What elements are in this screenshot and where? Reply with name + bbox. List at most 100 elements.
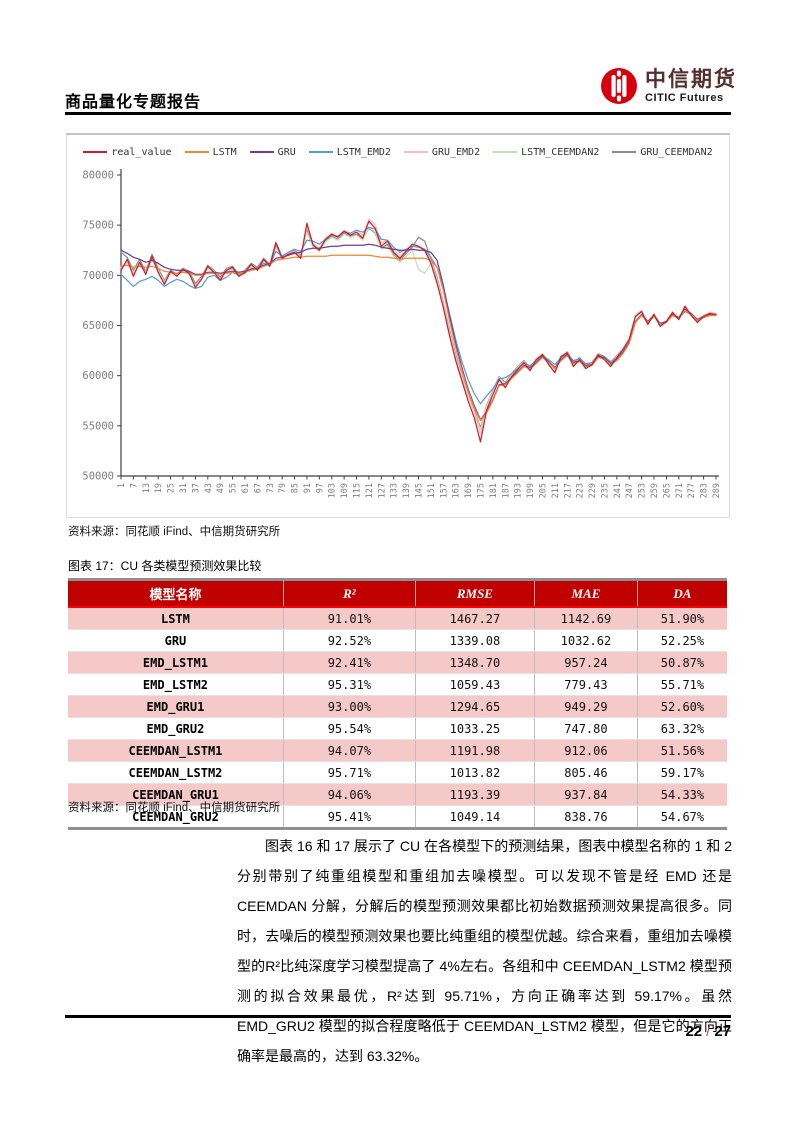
metric-value-cell: 949.29 xyxy=(534,695,638,718)
metric-value-cell: 1049.14 xyxy=(415,805,535,829)
chart-source-note: 资料来源：同花顺 iFind、中信期货研究所 xyxy=(68,526,281,538)
legend-item-LSTM_CEEMDAN2: LSTM_CEEMDAN2 xyxy=(493,147,599,158)
x-axis-label: 241 xyxy=(613,483,623,498)
metric-value-cell: 95.71% xyxy=(283,761,416,784)
x-axis-label: 1 xyxy=(117,483,127,488)
legend-item-GRU_CEEMDAN2: GRU_CEEMDAN2 xyxy=(612,146,713,158)
legend-line-swatch xyxy=(83,151,108,153)
series-line-GRU xyxy=(120,243,717,421)
model-name-cell: CEEMDAN_LSTM1 xyxy=(68,739,284,762)
table-row: CEEMDAN_GRU2 95.41% 1049.14 838.76 54.67% xyxy=(68,805,727,829)
metric-value-cell: 1142.69 xyxy=(534,607,638,630)
model-name-cell: CEEMDAN_GRU1 xyxy=(68,783,284,806)
table-row: LSTM 91.01% 1467.27 1142.69 51.90% xyxy=(68,607,727,630)
footer-divider xyxy=(65,1015,731,1018)
table-row: EMD_LSTM2 95.31% 1059.43 779.43 55.71% xyxy=(68,673,727,696)
model-name-cell: GRU xyxy=(68,629,284,652)
x-axis-label: 199 xyxy=(526,483,536,498)
metric-value-cell: 1059.43 xyxy=(415,673,535,696)
x-axis-label: 235 xyxy=(600,483,610,498)
series-line-GRU_EMD2 xyxy=(120,218,717,435)
x-axis-label: 79 xyxy=(278,483,288,493)
metric-value-cell: 747.80 xyxy=(534,717,638,740)
metric-value-cell: 94.07% xyxy=(283,739,416,762)
column-header-RMSE: RMSE xyxy=(415,579,535,608)
metric-value-cell: 1467.27 xyxy=(415,607,535,630)
metric-value-cell: 805.46 xyxy=(534,761,638,784)
metric-value-cell: 1193.39 xyxy=(415,783,535,806)
column-header-model: 模型名称 xyxy=(68,579,284,608)
x-axis-label: 253 xyxy=(638,483,648,498)
current-page: 22 xyxy=(685,1023,703,1040)
legend-item-GRU_EMD2: GRU_EMD2 xyxy=(403,147,480,158)
model-name-cell: CEEMDAN_GRU2 xyxy=(68,805,284,829)
x-axis-label: 115 xyxy=(353,483,363,498)
metric-value-cell: 95.31% xyxy=(283,673,416,696)
legend-item-LSTM: LSTM xyxy=(184,147,237,158)
x-axis-label: 49 xyxy=(216,483,226,493)
model-name-cell: EMD_GRU1 xyxy=(68,695,284,718)
metric-value-cell: 52.25% xyxy=(637,629,727,652)
x-axis-label: 193 xyxy=(514,483,524,498)
y-axis-label: 70000 xyxy=(82,270,114,282)
metric-value-cell: 91.01% xyxy=(283,607,416,630)
y-axis-label: 80000 xyxy=(82,170,114,182)
legend-label: GRU_CEEMDAN2 xyxy=(640,146,713,158)
metric-value-cell: 1033.25 xyxy=(415,717,535,740)
metric-value-cell: 937.84 xyxy=(534,783,638,806)
table-caption: 图表 17：CU 各类模型预测效果比较 xyxy=(68,559,262,573)
metric-value-cell: 1013.82 xyxy=(415,761,535,784)
chart-legend: real_value LSTM GRU LSTM_EMD2 GRU_EMD2 LSTM_C… xyxy=(67,144,729,160)
x-axis-label: 271 xyxy=(675,483,685,498)
series-line-real_value xyxy=(120,220,717,443)
x-axis-label: 151 xyxy=(427,483,437,498)
x-axis-label: 61 xyxy=(241,483,251,493)
metric-value-cell: 1032.62 xyxy=(534,629,638,652)
metric-value-cell: 92.52% xyxy=(283,629,416,652)
legend-line-swatch xyxy=(308,151,333,153)
metric-value-cell: 94.06% xyxy=(283,783,416,806)
x-axis-label: 91 xyxy=(303,483,313,493)
table-row: EMD_GRU1 93.00% 1294.65 949.29 52.60% xyxy=(68,695,727,718)
column-header-R²: R² xyxy=(283,579,416,608)
x-axis-label: 229 xyxy=(588,483,598,498)
x-axis-label: 43 xyxy=(204,483,214,493)
model-name-cell: CEEMDAN_LSTM2 xyxy=(68,761,284,784)
x-axis-label: 259 xyxy=(650,483,660,498)
model-name-cell: LSTM xyxy=(68,607,284,630)
x-axis-label: 169 xyxy=(464,483,474,498)
x-axis-label: 13 xyxy=(142,483,152,493)
legend-line-swatch xyxy=(612,151,637,153)
page-separator: / xyxy=(706,1023,711,1040)
metric-value-cell: 59.17% xyxy=(637,761,727,784)
x-axis-label: 211 xyxy=(551,483,561,498)
x-axis-label: 7 xyxy=(129,483,139,488)
x-axis-label: 145 xyxy=(415,483,425,498)
x-axis-label: 139 xyxy=(402,483,412,498)
x-axis-label: 19 xyxy=(154,483,164,493)
metric-value-cell: 838.76 xyxy=(534,805,638,829)
analysis-paragraph: 图表 16 和 17 展示了 CU 在各模型下的预测结果，图表中模型名称的 1 … xyxy=(237,838,732,1064)
x-axis-label: 31 xyxy=(179,483,189,493)
metric-value-cell: 912.06 xyxy=(534,739,638,762)
metric-value-cell: 1339.08 xyxy=(415,629,535,652)
x-axis-label: 55 xyxy=(229,483,239,493)
column-header-DA: DA xyxy=(637,579,727,608)
x-axis-label: 265 xyxy=(662,483,672,498)
y-axis-label: 60000 xyxy=(82,370,114,382)
legend-line-swatch xyxy=(249,151,274,153)
table-header-row: 模型名称 R² RMSE MAE DA xyxy=(68,579,727,608)
legend-item-LSTM_EMD2: LSTM_EMD2 xyxy=(308,147,391,158)
table-row: CEEMDAN_GRU1 94.06% 1193.39 937.84 54.33% xyxy=(68,783,727,806)
x-axis-label: 283 xyxy=(700,483,710,498)
x-axis-label: 289 xyxy=(712,483,722,498)
header-divider xyxy=(65,112,731,115)
metric-value-cell: 93.00% xyxy=(283,695,416,718)
metric-value-cell: 63.32% xyxy=(637,717,727,740)
metric-value-cell: 95.54% xyxy=(283,717,416,740)
metric-value-cell: 1294.65 xyxy=(415,695,535,718)
x-axis-label: 25 xyxy=(167,483,177,493)
x-axis-label: 67 xyxy=(253,483,263,493)
x-axis-label: 85 xyxy=(291,483,301,493)
